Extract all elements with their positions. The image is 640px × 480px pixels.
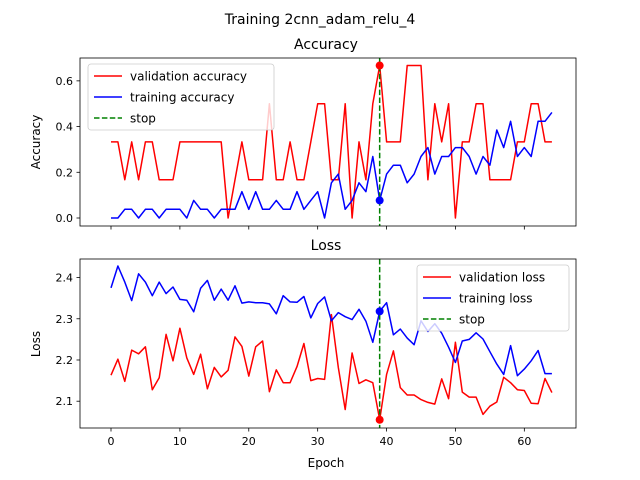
- accuracy-ytick-label-3: 0.6: [56, 75, 74, 88]
- loss-legend-label-stop: stop: [459, 313, 485, 327]
- accuracy-training-accuracy-line: [111, 111, 553, 219]
- loss-legend: validation loss training loss stop: [416, 264, 570, 332]
- loss-training-loss-line: [110, 265, 552, 377]
- loss-ytick-label-2: 2.3: [56, 313, 74, 326]
- accuracy-title: Accuracy: [294, 37, 358, 53]
- loss-ylabel: Loss: [29, 331, 43, 357]
- loss-xtick-label-50: 50: [448, 435, 462, 448]
- loss-xtick-label-60: 60: [517, 435, 531, 448]
- accuracy-plot-area: 0.0 0.2 0.4 0.6 validation accuracy training …: [56, 57, 577, 230]
- loss-xtick-label-30: 30: [311, 435, 325, 448]
- accuracy-legend-box: [87, 63, 275, 131]
- accuracy-ytick-label-1: 0.2: [56, 166, 74, 179]
- loss-ytick-label-1: 2.2: [56, 354, 74, 367]
- loss-legend-label-validation-loss: validation loss: [459, 271, 545, 285]
- loss-xtick-label-20: 20: [242, 435, 256, 448]
- accuracy-stop-marker-0: [375, 61, 384, 70]
- accuracy-stop-marker-1: [375, 196, 384, 205]
- loss-stop-marker-0: [375, 415, 384, 424]
- accuracy-ylabel: Accuracy: [29, 115, 43, 170]
- accuracy-legend: validation accuracy training accuracy stop: [87, 63, 275, 131]
- loss-title: Loss: [311, 238, 342, 254]
- loss-xtick-label-10: 10: [173, 435, 187, 448]
- accuracy-legend-label-validation-accuracy: validation accuracy: [130, 70, 247, 84]
- loss-legend-box: [416, 264, 570, 332]
- accuracy-validation-accuracy-line: [111, 64, 552, 219]
- loss-subplot: Loss Loss Epoch 0 10 20 30 40 50 60 2.1 2.2 2.3 2.…: [29, 238, 577, 470]
- loss-ytick-label-0: 2.1: [56, 395, 74, 408]
- loss-xtick-label-0: 0: [108, 435, 115, 448]
- loss-axes-frame: [79, 258, 577, 429]
- loss-xtick-label-40: 40: [380, 435, 394, 448]
- figure-suptitle: Training 2cnn_adam_relu_4: [224, 12, 416, 28]
- loss-legend-label-training-loss: training loss: [459, 292, 532, 306]
- accuracy-legend-label-stop: stop: [130, 112, 156, 126]
- accuracy-ytick-label-0: 0.0: [56, 212, 74, 225]
- loss-plot-area: 0 10 20 30 40 50 60 2.1 2.2 2.3 2.4 validation loss…: [56, 258, 577, 448]
- loss-ytick-label-3: 2.4: [56, 272, 74, 285]
- accuracy-legend-label-training-accuracy: training accuracy: [130, 91, 234, 105]
- accuracy-ytick-label-2: 0.4: [56, 121, 74, 134]
- loss-stop-marker-1: [375, 307, 384, 316]
- loss-xlabel: Epoch: [308, 456, 345, 470]
- accuracy-axes-frame: [79, 57, 577, 227]
- loss-validation-loss-line: [110, 313, 553, 421]
- accuracy-subplot: Accuracy Accuracy 0.0 0.2 0.4 0.6 validation…: [29, 37, 577, 230]
